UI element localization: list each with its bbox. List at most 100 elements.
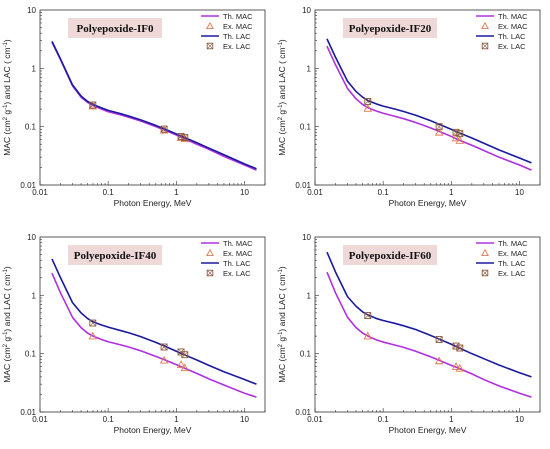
ex-mac-point xyxy=(363,104,373,112)
th-lac-line xyxy=(51,258,257,385)
y-axis-label: MAC (cm2 g-1) and LAC ( cm-1) xyxy=(277,266,287,383)
y-tick-label: 0.01 xyxy=(295,408,311,417)
ex-lac-point xyxy=(89,319,97,327)
y-tick-label: 10 xyxy=(302,233,311,242)
legend-label: Th. LAC xyxy=(498,259,526,268)
ex-lac-point xyxy=(435,123,443,131)
y-axis-label: MAC (cm2 g-1) and LAC ( cm-1) xyxy=(277,39,287,156)
x-tick-label: 0.1 xyxy=(378,415,390,424)
ex-lac-point xyxy=(435,336,443,343)
x-tick-label: 1 xyxy=(174,415,179,424)
ex-mac-point xyxy=(434,127,444,136)
plot-frame xyxy=(314,236,541,413)
y-tick-label: 0.01 xyxy=(20,408,36,417)
ex-lac-point xyxy=(456,130,464,138)
ex-lac-point-cross xyxy=(435,123,443,130)
y-tick-label: 10 xyxy=(27,233,36,242)
y-label-superscript: -1 xyxy=(278,41,284,47)
chart-title: Polyepoxide-IF60 xyxy=(349,250,432,262)
y-label-segment: g xyxy=(277,337,287,344)
ex-lac-point-cross xyxy=(181,351,189,358)
legend-label: Th. LAC xyxy=(223,32,251,41)
x-tick-label: 0.01 xyxy=(32,415,48,424)
y-tick-label: 0.1 xyxy=(25,350,37,359)
ex-lac-point xyxy=(452,342,460,350)
ex-mac-point xyxy=(176,360,186,368)
legend-label: Ex. LAC xyxy=(498,42,526,51)
ex-lac-point xyxy=(181,351,189,359)
y-label-superscript: -1 xyxy=(278,268,284,274)
ex-lac-point-cross xyxy=(160,125,168,133)
legend-label: Th. MAC xyxy=(498,12,528,21)
legend-label: Ex. MAC xyxy=(498,249,528,258)
legend-label: Th. MAC xyxy=(223,12,253,21)
ex-lac-point-cross xyxy=(160,343,168,351)
legend-triangle-swatch xyxy=(481,21,489,30)
x-tick-label: 0.1 xyxy=(103,415,115,424)
y-label-segment: ) xyxy=(277,39,287,42)
ex-lac-point-cross xyxy=(89,319,97,327)
y-label-superscript: -1 xyxy=(278,104,284,110)
y-axis-label: MAC (cm2 g-1) and LAC ( cm-1) xyxy=(2,266,12,383)
legend-label: Ex. MAC xyxy=(223,249,253,258)
x-axis-label: Photon Energy, MeV xyxy=(389,425,467,435)
legend-label: Ex. LAC xyxy=(498,269,526,278)
chart-panel-4: 0.01 0.1 1 10 0.01 0.1 1 10 Photon Energy, MeV MA… xyxy=(277,233,541,435)
legend-square-swatch-cross xyxy=(481,269,489,277)
x-axis-label: Photon Energy, MeV xyxy=(114,425,192,435)
ex-lac-point xyxy=(89,101,97,109)
ex-lac-point xyxy=(364,98,372,105)
chart-title: Polyepoxide-IF20 xyxy=(349,23,432,35)
x-tick-label: 0.01 xyxy=(307,415,323,424)
chart-panel-1: 0.01 0.1 1 10 0.01 0.1 1 10 Photon Energy, MeV MA… xyxy=(2,6,266,208)
y-tick-label: 0.1 xyxy=(25,123,37,132)
y-label-superscript: 2 xyxy=(3,343,9,347)
ex-lac-point-cross xyxy=(456,344,464,352)
y-tick-label: 1 xyxy=(307,64,312,73)
x-tick-label: 0.01 xyxy=(307,188,323,197)
ex-mac-point xyxy=(451,133,461,142)
ex-lac-point xyxy=(456,344,464,352)
y-tick-label: 0.1 xyxy=(300,123,312,132)
legend-square-swatch xyxy=(206,269,214,277)
y-label-segment: MAC (cm xyxy=(2,120,12,155)
y-label-segment: MAC (cm xyxy=(277,120,287,155)
ex-lac-point-cross xyxy=(177,348,185,356)
y-label-superscript: -1 xyxy=(3,41,9,47)
th-lac-line xyxy=(326,38,532,164)
x-tick-label: 10 xyxy=(515,415,524,424)
y-label-superscript: 2 xyxy=(3,116,9,120)
ex-lac-point-cross xyxy=(181,134,189,141)
legend-label: Th. MAC xyxy=(223,239,253,248)
y-label-superscript: -1 xyxy=(3,104,9,110)
x-axis-label: Photon Energy, MeV xyxy=(114,198,192,208)
y-tick-label: 10 xyxy=(27,6,36,15)
y-tick-label: 10 xyxy=(302,6,311,15)
legend-label: Th. LAC xyxy=(223,259,251,268)
title-box xyxy=(343,18,437,38)
legend-label: Ex. MAC xyxy=(223,22,253,31)
x-tick-label: 1 xyxy=(449,415,454,424)
y-tick-label: 0.01 xyxy=(295,181,311,190)
x-tick-label: 10 xyxy=(240,188,249,197)
legend-triangle-swatch xyxy=(481,248,489,257)
x-axis-label: Photon Energy, MeV xyxy=(389,198,467,208)
y-label-segment: g xyxy=(2,337,12,344)
title-box xyxy=(68,18,162,38)
ex-mac-point xyxy=(451,362,461,370)
ex-mac-point xyxy=(434,356,444,365)
legend-square-swatch xyxy=(206,42,214,50)
ex-mac-point xyxy=(159,355,169,364)
ex-lac-point xyxy=(160,125,168,133)
ex-lac-point xyxy=(364,312,372,320)
th-mac-line xyxy=(51,272,257,398)
legend-square-swatch xyxy=(481,269,489,277)
th-lac-line xyxy=(51,41,257,170)
y-label-superscript: 2 xyxy=(278,343,284,347)
x-tick-label: 0.01 xyxy=(32,188,48,197)
chart-panel-2: 0.01 0.1 1 10 0.01 0.1 1 10 Photon Energy, MeV MA… xyxy=(277,6,541,208)
x-tick-label: 0.1 xyxy=(378,188,390,197)
y-label-segment: g xyxy=(277,110,287,117)
